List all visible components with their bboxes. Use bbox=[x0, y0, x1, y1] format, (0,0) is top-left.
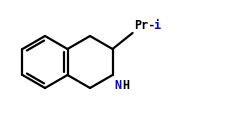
Text: i: i bbox=[154, 19, 161, 32]
Text: H: H bbox=[122, 79, 129, 92]
Text: Pr-: Pr- bbox=[134, 19, 155, 32]
Text: N: N bbox=[114, 79, 121, 92]
